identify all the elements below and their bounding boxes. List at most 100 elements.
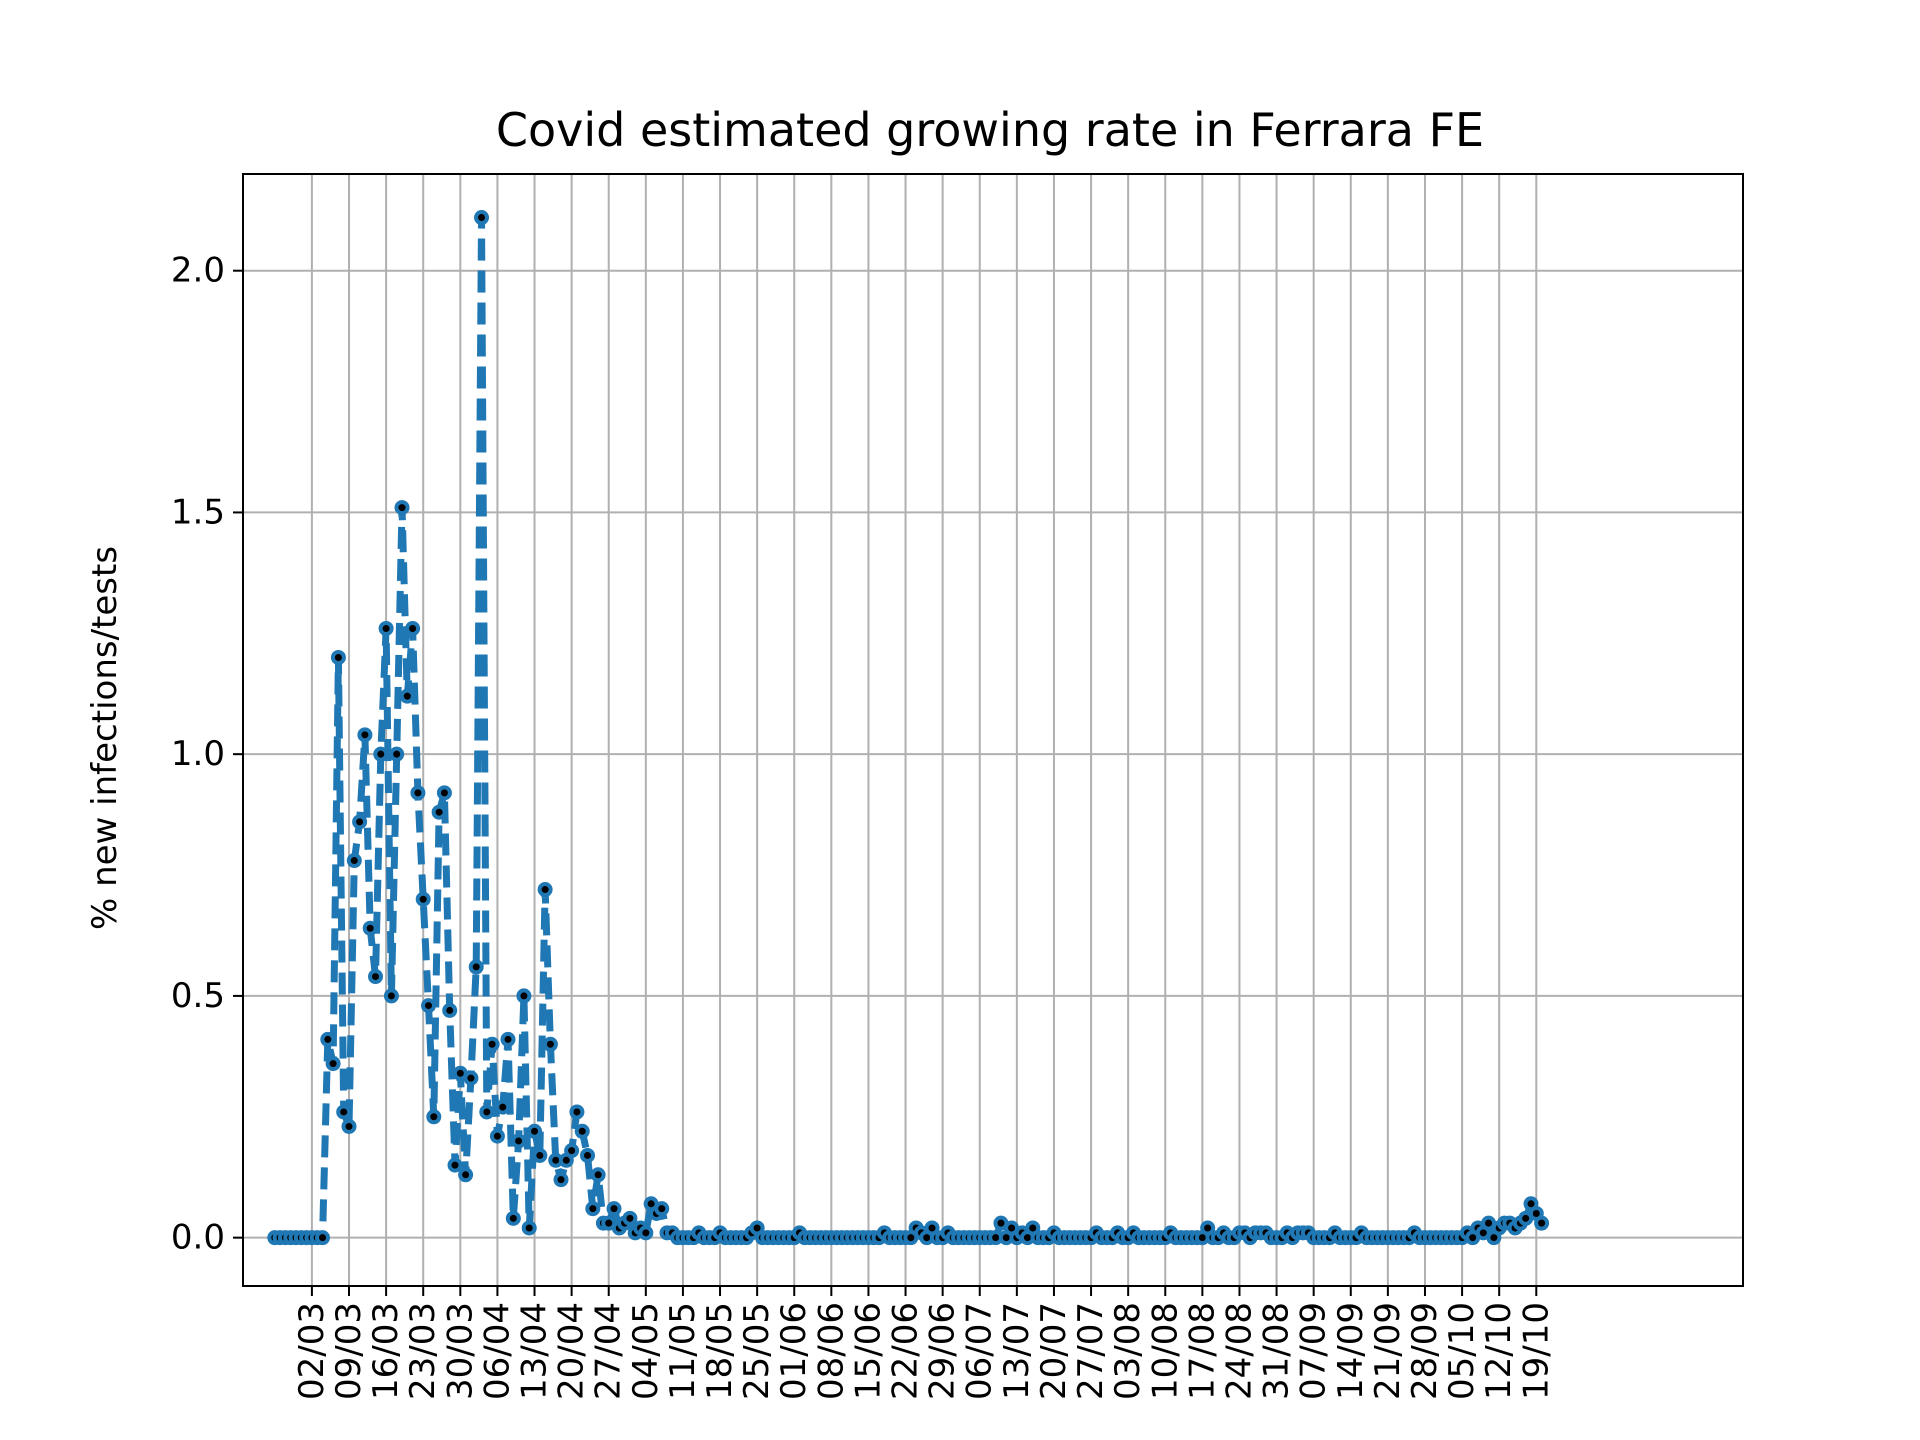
data-point: [394, 500, 410, 516]
data-point: [622, 1210, 638, 1226]
data-point: [511, 1133, 527, 1149]
y-tick-label: 0.5: [171, 976, 225, 1016]
data-point: [378, 620, 394, 636]
data-point: [527, 1123, 543, 1139]
data-point: [421, 998, 437, 1014]
data-point: [330, 649, 346, 665]
x-tick-label: 20/04: [552, 1302, 592, 1400]
x-tick-label: 30/03: [440, 1302, 480, 1400]
data-point: [373, 746, 389, 762]
data-point: [431, 804, 447, 820]
x-tick-label: 17/08: [1182, 1302, 1222, 1400]
data-point: [362, 920, 378, 936]
data-point: [315, 1230, 331, 1246]
data-point: [468, 959, 484, 975]
data-point: [405, 620, 421, 636]
data-point: [399, 688, 415, 704]
data-point: [505, 1210, 521, 1226]
x-tick-label: 12/10: [1479, 1302, 1519, 1400]
x-tick-label: 14/09: [1331, 1302, 1371, 1400]
y-tick-label: 2.0: [171, 251, 225, 291]
y-tick-label: 0.0: [171, 1218, 225, 1258]
data-point: [495, 1099, 511, 1115]
data-point: [442, 1002, 458, 1018]
x-tick-label: 16/03: [366, 1302, 406, 1400]
x-tick-label: 08/06: [811, 1302, 851, 1400]
data-point: [521, 1220, 537, 1236]
data-point: [1534, 1215, 1550, 1231]
x-tick-label: 13/07: [997, 1302, 1037, 1400]
x-tick-label: 06/04: [477, 1302, 517, 1400]
data-point: [553, 1172, 569, 1188]
data-point: [489, 1128, 505, 1144]
x-tick-label: 23/03: [403, 1302, 443, 1400]
x-tick-label: 21/09: [1368, 1302, 1408, 1400]
x-tick-label: 13/04: [515, 1302, 555, 1400]
data-point: [585, 1201, 601, 1217]
series-layer: [267, 210, 1550, 1246]
data-point: [580, 1147, 596, 1163]
x-tick-label: 05/10: [1442, 1302, 1482, 1400]
data-point: [569, 1104, 585, 1120]
data-point: [341, 1118, 357, 1134]
data-point: [383, 988, 399, 1004]
x-tick-label: 27/07: [1071, 1302, 1111, 1400]
plot-frame: [242, 173, 1744, 1287]
data-point: [654, 1201, 670, 1217]
grid: [243, 174, 1743, 1286]
data-point: [532, 1147, 548, 1163]
x-tick-label: 15/06: [848, 1302, 888, 1400]
data-point: [357, 727, 373, 743]
data-point: [368, 969, 384, 985]
y-axis-label: % new infections/tests: [85, 546, 125, 930]
x-tick-label: 31/08: [1257, 1302, 1297, 1400]
x-tick-label: 18/05: [700, 1302, 740, 1400]
x-tick-label: 07/09: [1294, 1302, 1334, 1400]
data-point: [436, 785, 452, 801]
x-tick-label: 29/06: [923, 1302, 963, 1400]
data-point: [484, 1036, 500, 1052]
data-point: [320, 1031, 336, 1047]
chart-title: Covid estimated growing rate in Ferrara …: [496, 103, 1484, 157]
x-tick-label: 20/07: [1034, 1302, 1074, 1400]
data-point: [352, 814, 368, 830]
x-tick-label: 11/05: [663, 1302, 703, 1400]
data-point: [415, 891, 431, 907]
y-tick-label: 1.0: [171, 734, 225, 774]
x-tick-label: 22/06: [886, 1302, 926, 1400]
y-tick-label: 1.5: [171, 492, 225, 532]
data-point: [325, 1056, 341, 1072]
axes: 02/0309/0316/0323/0330/0306/0413/0420/04…: [171, 173, 1744, 1400]
data-point: [426, 1109, 442, 1125]
x-tick-label: 28/09: [1405, 1302, 1445, 1400]
data-point: [458, 1167, 474, 1183]
data-point: [463, 1070, 479, 1086]
x-tick-label: 04/05: [626, 1302, 666, 1400]
x-tick-label: 03/08: [1108, 1302, 1148, 1400]
data-point: [590, 1167, 606, 1183]
x-tick-label: 06/07: [960, 1302, 1000, 1400]
x-tick-label: 10/08: [1145, 1302, 1185, 1400]
data-point: [410, 785, 426, 801]
data-point: [638, 1225, 654, 1241]
data-point: [516, 988, 532, 1004]
data-point: [447, 1157, 463, 1173]
data-point: [500, 1031, 516, 1047]
data-point: [564, 1143, 580, 1159]
x-tick-label: 01/06: [774, 1302, 814, 1400]
data-point: [474, 210, 490, 226]
data-point: [537, 882, 553, 898]
x-tick-label: 25/05: [737, 1302, 777, 1400]
data-point: [606, 1201, 622, 1217]
data-point: [542, 1036, 558, 1052]
x-tick-label: 27/04: [589, 1302, 629, 1400]
x-tick-label: 19/10: [1516, 1302, 1556, 1400]
data-point: [574, 1123, 590, 1139]
x-tick-label: 09/03: [329, 1302, 369, 1400]
data-point: [336, 1104, 352, 1120]
data-point: [346, 853, 362, 869]
x-tick-label: 02/03: [292, 1302, 332, 1400]
data-point: [389, 746, 405, 762]
x-tick-label: 24/08: [1219, 1302, 1259, 1400]
